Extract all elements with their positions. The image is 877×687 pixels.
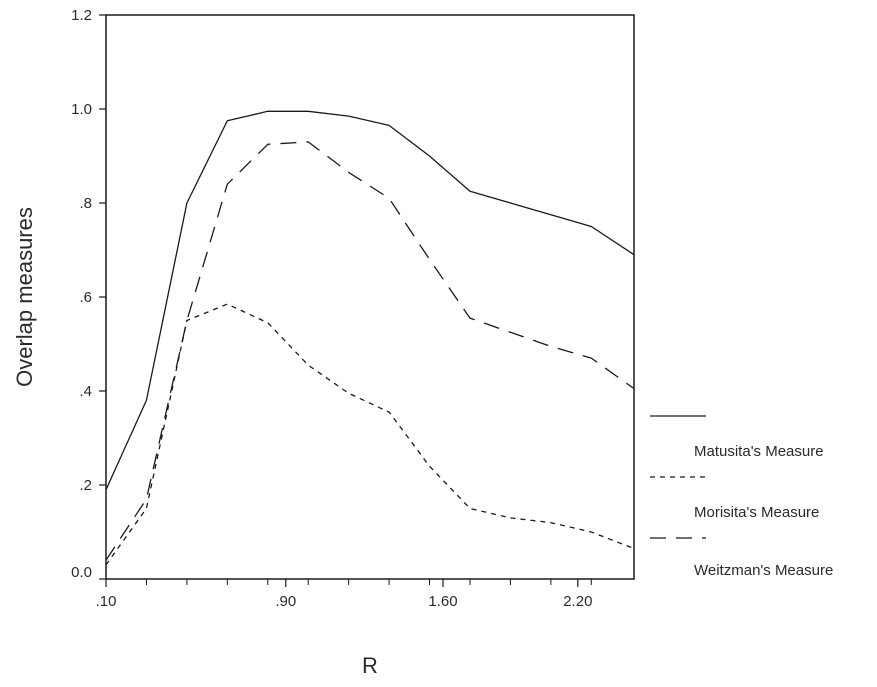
y-tick-label: 1.2 bbox=[71, 7, 92, 24]
series-line-3 bbox=[105, 141, 635, 561]
legend: Matusita's Measure Morisita's Measure Weit… bbox=[650, 415, 833, 579]
legend-label-2: Morisita's Measure bbox=[694, 504, 819, 521]
x-tick-label: .90 bbox=[275, 593, 296, 610]
legend-label-3: Weitzman's Measure bbox=[694, 562, 833, 579]
x-axis-ticks: .10 .90 1.60 2.20 bbox=[96, 579, 592, 610]
series-line-2 bbox=[105, 303, 635, 566]
series-layer bbox=[105, 110, 635, 566]
y-tick-label: 1.0 bbox=[71, 101, 92, 118]
x-tick-label: .10 bbox=[96, 593, 117, 610]
y-axis-ticks: 0.0 .2 .4 .6 .8 1.0 1.2 bbox=[71, 7, 106, 581]
y-tick-label: .8 bbox=[79, 195, 92, 212]
y-tick-label: .2 bbox=[79, 477, 92, 494]
y-tick-label: .6 bbox=[79, 289, 92, 306]
y-tick-label: 0.0 bbox=[71, 564, 92, 581]
plot-frame bbox=[105, 14, 635, 580]
x-tick-label: 2.20 bbox=[563, 593, 592, 610]
series-line-1 bbox=[105, 110, 635, 490]
legend-label-1: Matusita's Measure bbox=[694, 443, 824, 460]
x-axis-title: R bbox=[362, 653, 378, 678]
y-tick-label: .4 bbox=[79, 383, 92, 400]
y-axis-title: Overlap measures bbox=[12, 207, 37, 387]
x-tick-label: 1.60 bbox=[428, 593, 457, 610]
